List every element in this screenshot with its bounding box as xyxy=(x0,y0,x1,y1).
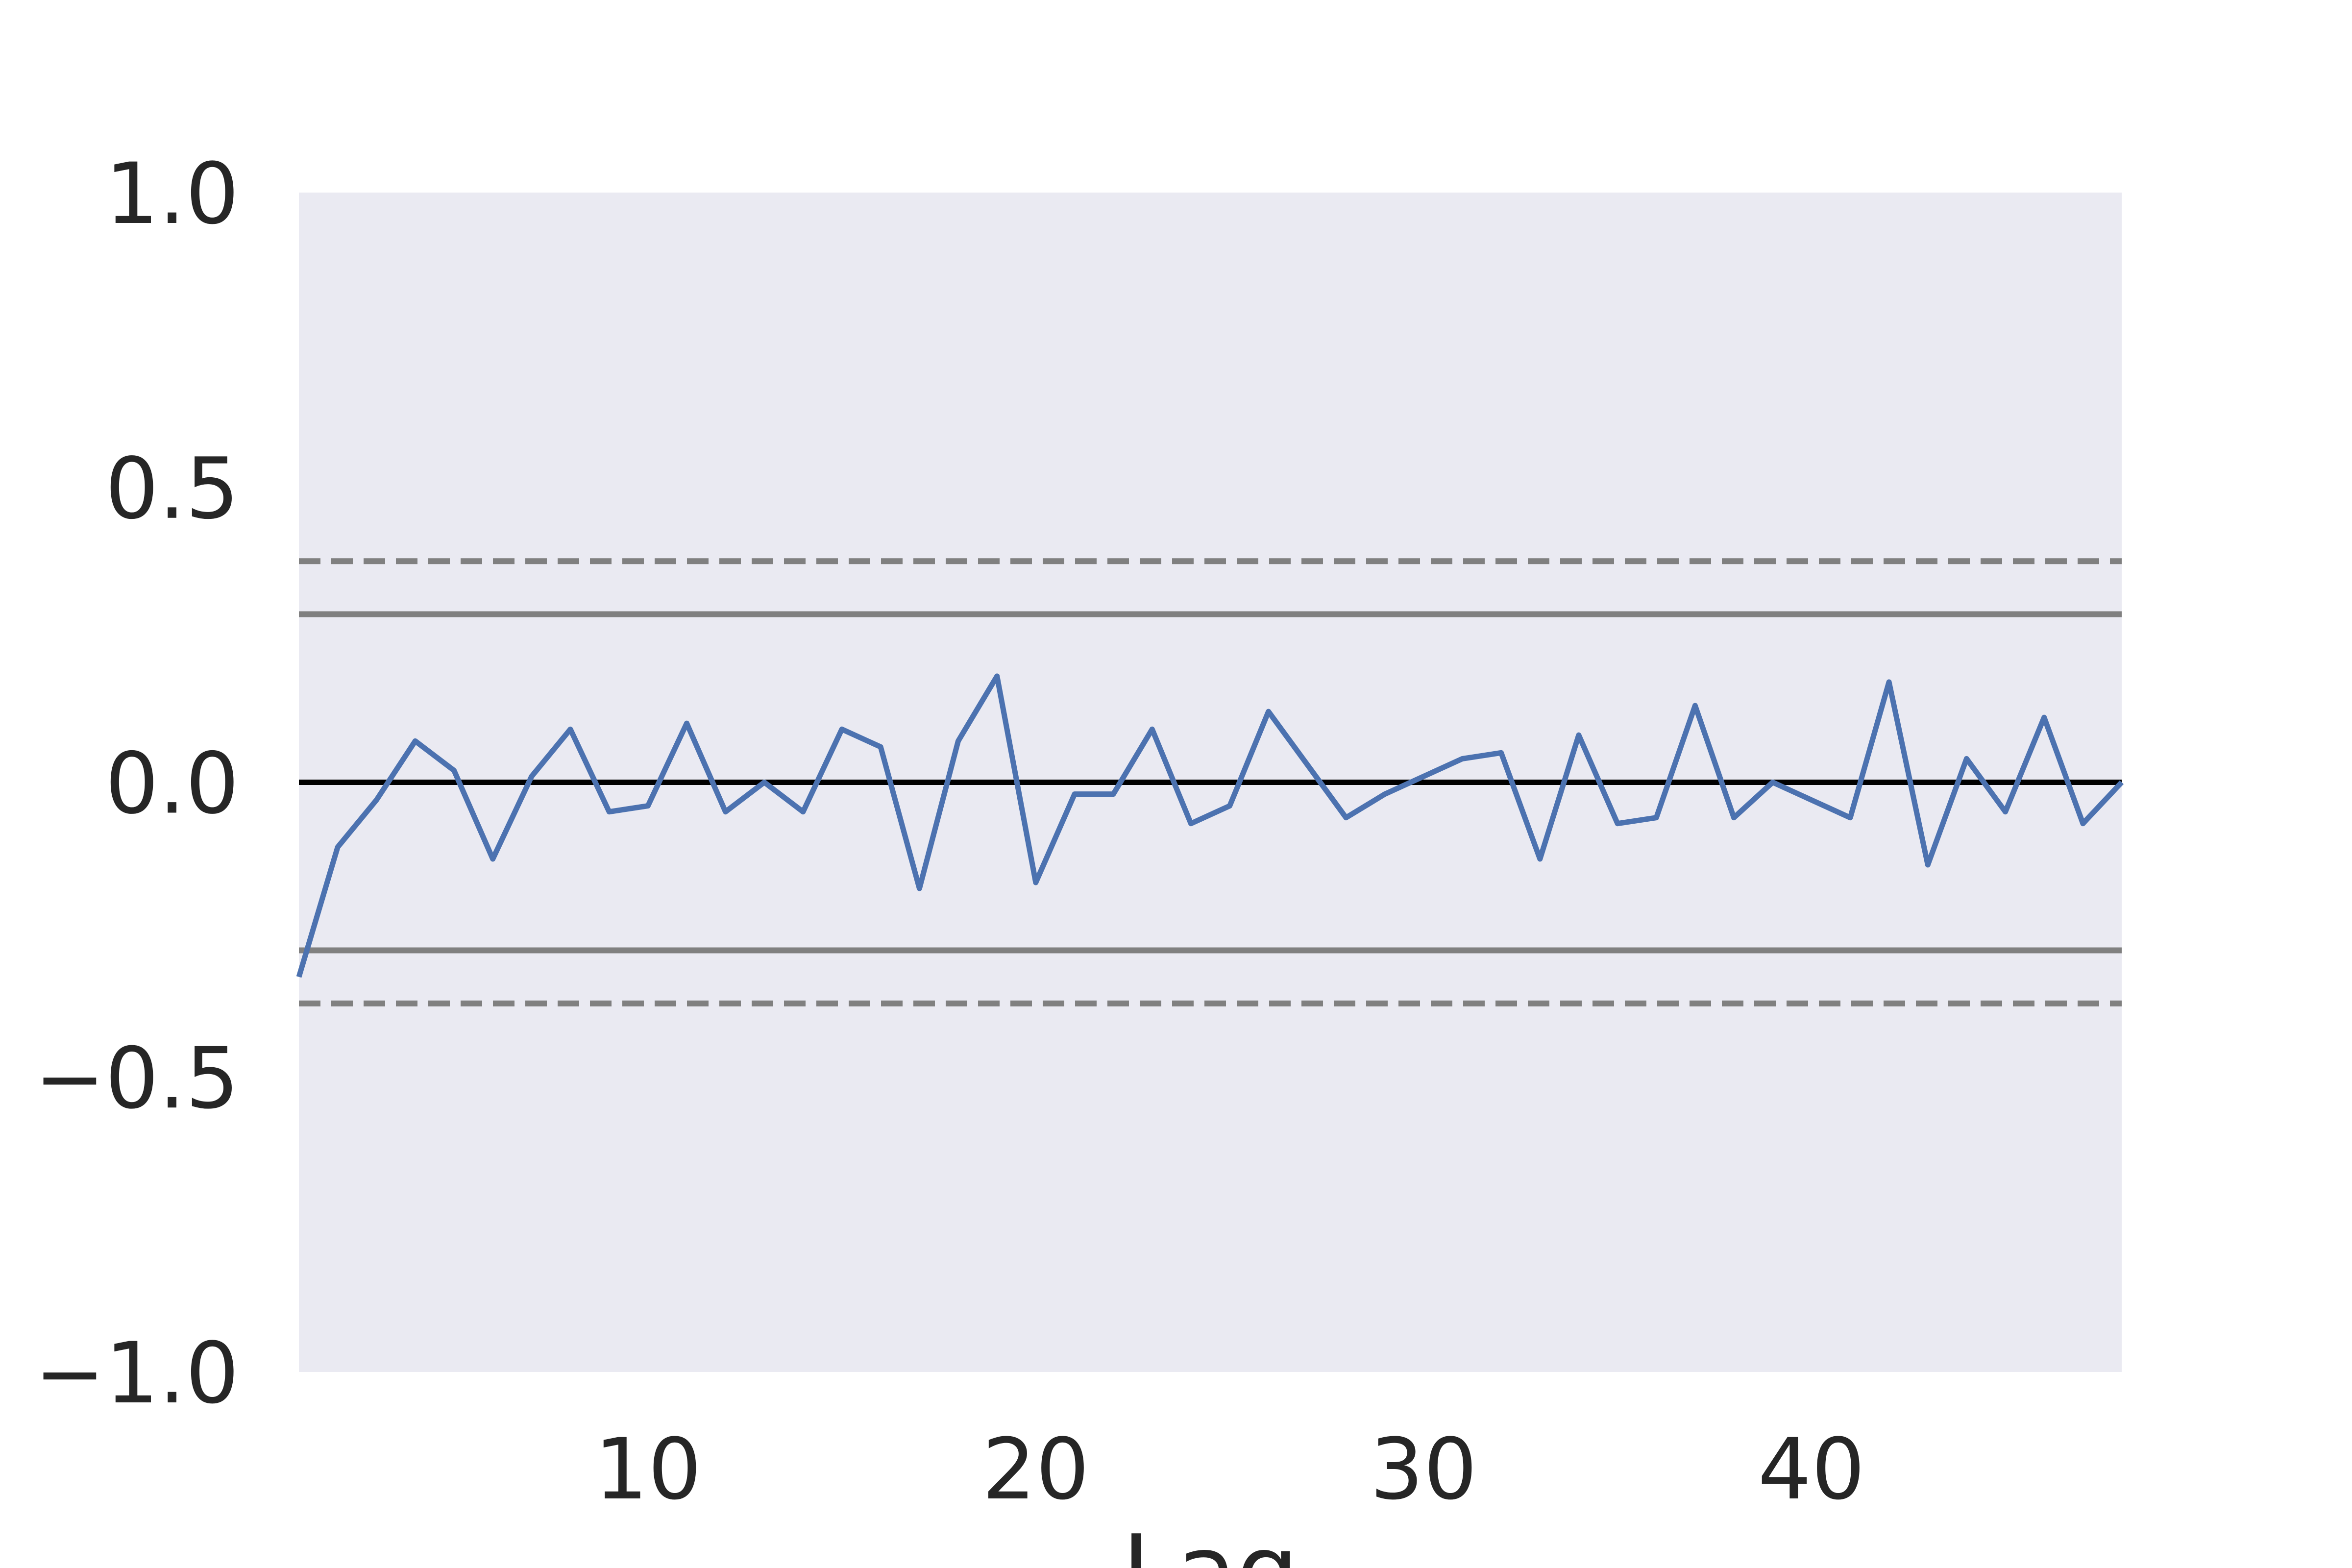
y-axis-ticks: 1.0 0.5 0.0 −0.5 −1.0 xyxy=(34,145,239,1422)
y-tick-label: 0.0 xyxy=(105,735,239,833)
y-tick-label: −0.5 xyxy=(34,1029,239,1127)
y-tick-label: 1.0 xyxy=(105,145,239,243)
x-axis-label: Lag xyxy=(1122,1514,1299,1568)
reference-lines xyxy=(299,558,2122,1006)
y-tick-label: 0.5 xyxy=(105,440,239,538)
x-tick-label: 30 xyxy=(1370,1420,1477,1519)
x-tick-label: 20 xyxy=(982,1420,1089,1519)
series-line-acf xyxy=(296,673,2124,978)
y-tick-label: −1.0 xyxy=(34,1324,239,1422)
x-axis-ticks: 10 20 30 40 xyxy=(594,1420,1865,1519)
x-tick-label: 40 xyxy=(1758,1420,1865,1519)
x-tick-label: 10 xyxy=(594,1420,702,1519)
